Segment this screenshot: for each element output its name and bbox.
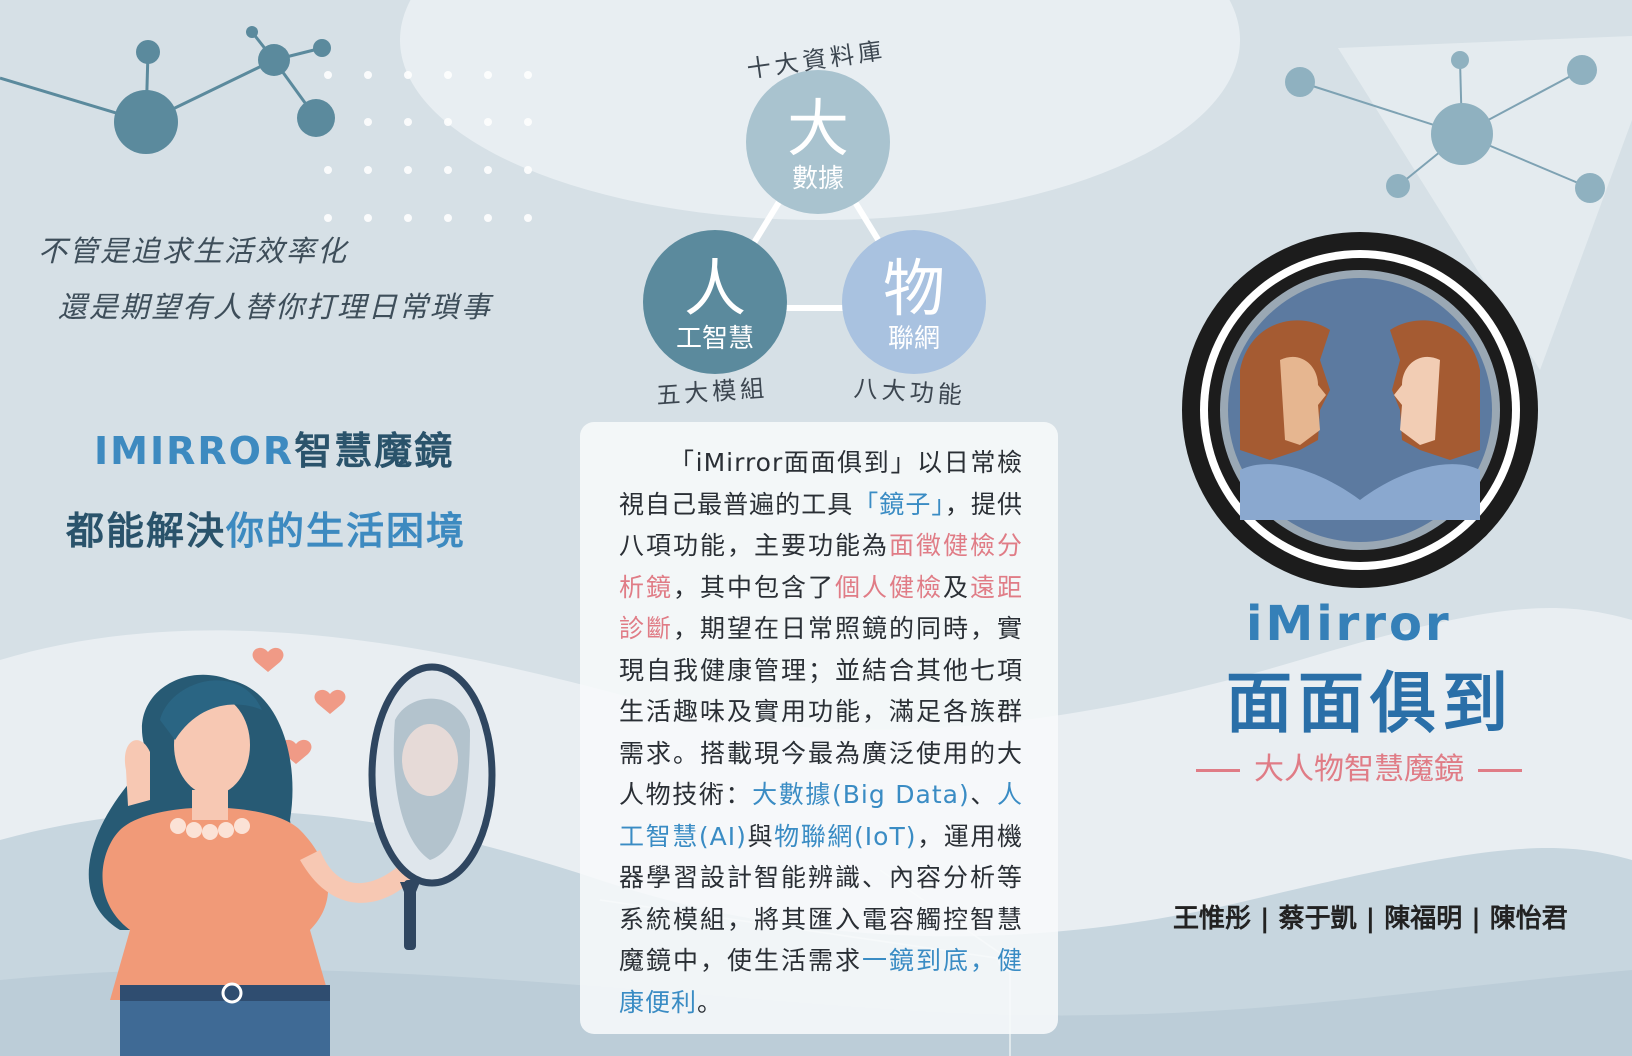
headline-part-b: 你的生活困境 [226,509,467,553]
heart-icon [252,647,284,672]
headline-brand: IMIRROR [94,429,295,473]
node-iot: 物 聯網 [842,230,986,374]
node-iot-char: 物 [882,252,945,325]
paragraph-segment: 面徵健檢分析鏡 [619,531,1023,602]
paragraph-segment: ，其中包含了 [673,572,835,602]
paragraph-segment: ，期望在日常照鏡的同時，實現自我健康管理；並結合其他七項生活趣味及實用功能，滿足… [619,614,1023,809]
brand-name: iMirror [1246,596,1452,652]
subtitle-rule-right [1478,769,1522,772]
headline-rest: 智慧魔鏡 [294,429,455,473]
brand-subtitle-row: 大人物智慧魔鏡 [1196,744,1522,788]
headline-line2: 都能解決你的生活困境 [66,500,466,555]
woman-illustration [88,647,496,1056]
paragraph-segment: 物聯網(IoT) [774,821,917,851]
node-ai-char: 人 [683,252,746,325]
paragraph-segment: 、 [969,780,997,809]
molecule-left-nodes [114,26,335,154]
paragraph-segment: 「鏡子」 [853,489,945,519]
paragraph-segment: 個人健檢 [834,572,943,602]
paragraph-segment: ，運用機器學習設計智能辨識、內容分析等系統模組，將其匯入電容觸控智慧魔鏡中，使生… [619,821,1023,976]
node-big-data-label: 數據 [791,164,844,194]
description-panel [580,422,1058,1034]
molecule-right-nodes [1285,51,1605,203]
paragraph-segment: 大數據(Big Data) [752,780,970,809]
paragraph-segment: 。 [697,987,724,1017]
brand-subtitle: 大人物智慧魔鏡 [1254,752,1464,787]
headline-line1: IMIRROR智慧魔鏡 [94,420,454,475]
description-paragraph: 「iMirror面面俱到」以日常檢視自己最普遍的工具「鏡子」，提供八項功能，主要… [619,442,1023,1023]
paragraph-segment: 「iMirror面面俱到」以日常檢視自己最普遍的工具 [619,448,1023,519]
headline-part-a: 都能解決 [66,509,227,553]
tagline-line1: 不管是追求生活效率化 [38,234,349,268]
node-ai: 人 工智慧 [643,230,787,374]
node-iot-label: 聯網 [887,324,940,354]
paragraph-segment: 人工智慧(AI) [619,780,1023,851]
node-big-data-char: 大 [786,92,849,165]
subtitle-rule-left [1196,769,1240,772]
node-ai-label: 工智慧 [675,324,754,354]
paragraph-segment: 遠距診斷 [619,572,1023,644]
paragraph-segment: ，提供八項功能，主要功能為 [619,489,1023,561]
brand-title: 面面俱到 [1226,664,1514,742]
mesh-triangle [1338,36,1632,370]
paragraph-segment: 一鏡到底，健康便利 [619,946,1023,1017]
heart-icon [280,739,312,764]
node-big-data: 大 數據 [746,70,890,214]
dot-grid [324,71,532,222]
tagline-line2: 還是期望有人替你打理日常瑣事 [58,290,493,324]
author-list: 王惟彤 | 蔡于凱 | 陳福明 | 陳怡君 [1173,904,1568,934]
heart-icon [314,689,346,714]
paragraph-segment: 及 [942,572,970,602]
paragraph-segment: 與 [746,821,775,851]
ornate-mirror-logo [1182,232,1538,588]
